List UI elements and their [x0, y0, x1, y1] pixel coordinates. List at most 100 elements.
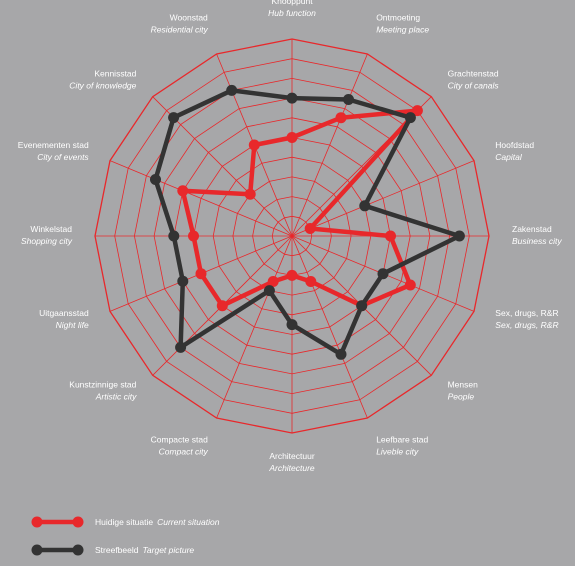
data-point	[263, 285, 275, 297]
data-point	[377, 268, 389, 280]
axis-label: Evenementen stad City of events	[18, 140, 90, 162]
data-point	[404, 112, 416, 124]
radar-web	[94, 38, 490, 434]
axis-label: Woonstad Residential city	[151, 13, 209, 35]
axis-label-main: Sex, drugs, R&R	[495, 308, 558, 318]
data-point	[453, 230, 465, 242]
axis-label-main: Grachtenstad	[448, 68, 499, 78]
axis-label-sub: Night life	[56, 320, 89, 330]
axis-label-main: Evenementen stad	[18, 140, 89, 150]
axis-label: Grachtenstad City of canals	[448, 68, 500, 90]
web-spoke-10	[216, 235, 293, 419]
data-point	[188, 230, 199, 242]
data-point	[248, 139, 260, 151]
axis-label: Mensen People	[448, 380, 479, 402]
data-point	[244, 188, 256, 200]
axis-label-main: Compacte stad	[151, 434, 208, 444]
axis-label-sub: City of canals	[448, 80, 500, 90]
axis-label-sub: Business city	[512, 236, 562, 246]
axis-label: Kunstzinnige stad Artistic city	[69, 380, 137, 402]
axis-label: Sex, drugs, R&R Sex, drugs, R&R	[495, 308, 558, 330]
data-point	[385, 230, 396, 242]
data-point	[356, 300, 368, 312]
axis-label-sub: City of knowledge	[69, 80, 136, 90]
axis-label-sub: Capital	[495, 152, 523, 162]
data-point	[168, 112, 180, 124]
axis-label-main: Ontmoeting	[376, 13, 420, 23]
axis-label-sub: Compact city	[159, 446, 209, 456]
series-layer	[150, 84, 465, 360]
data-point	[286, 319, 298, 331]
legend-label: Streefbeeld	[95, 545, 139, 555]
data-point	[150, 174, 161, 185]
axis-label-sub: Residential city	[151, 25, 209, 35]
data-point	[411, 105, 423, 117]
legend: Huidige situatie Current situation Streefb…	[31, 516, 220, 556]
data-point	[267, 276, 279, 287]
axis-label-sub: Sex, drugs, R&R	[495, 320, 558, 330]
data-point	[195, 268, 207, 280]
axis-label: Kennisstad City of knowledge	[69, 68, 136, 90]
data-point	[286, 132, 298, 143]
series-2	[150, 84, 465, 360]
legend-swatch-dot	[31, 544, 43, 556]
axis-label: Compacte stad Compact city	[151, 434, 209, 456]
legend-item-1: Huidige situatie Current situation	[31, 516, 220, 528]
data-point	[286, 269, 298, 281]
legend-swatch-dot	[72, 516, 84, 528]
data-point	[226, 84, 238, 96]
axis-label-main: Winkelstad	[30, 224, 72, 234]
axis-label: Architectuur Architecture	[268, 451, 315, 473]
data-point	[175, 341, 187, 353]
data-point	[404, 279, 416, 291]
data-point	[305, 276, 317, 287]
legend-item-2: Streefbeeld Target picture	[31, 544, 195, 556]
axis-label-sub: Hub function	[268, 8, 316, 18]
axis-label-sub: Architecture	[268, 463, 315, 473]
axis-label-sub: City of events	[37, 152, 89, 162]
data-point	[335, 112, 347, 124]
data-point	[168, 230, 180, 242]
axis-label-main: Knooppunt	[271, 0, 313, 6]
axis-label-main: Architectuur	[269, 451, 315, 461]
legend-swatch-dot	[31, 516, 43, 528]
axis-label-main: Kennisstad	[94, 68, 136, 78]
axis-label: Winkelstad Shopping city	[21, 224, 73, 246]
data-point	[304, 223, 316, 234]
axis-label-sub: People	[448, 392, 475, 402]
axis-label-main: Leefbare stad	[376, 434, 428, 444]
web-spoke-14	[109, 160, 293, 237]
axis-label-main: Woonstad	[170, 13, 208, 23]
axis-label-main: Kunstzinnige stad	[69, 380, 136, 390]
axis-label-main: Zakenstad	[512, 224, 552, 234]
axis-label: Knooppunt Hub function	[268, 0, 316, 18]
axis-label: Uitgaansstad Night life	[39, 308, 89, 330]
data-point	[343, 94, 354, 105]
axis-label-main: Hoofdstad	[495, 140, 534, 150]
data-point	[177, 185, 189, 197]
axis-label-sub: Liveble city	[376, 446, 419, 456]
axis-label-main: Mensen	[448, 380, 479, 390]
axis-label-main: Uitgaansstad	[39, 308, 89, 318]
axis-label-sub: Artistic city	[95, 392, 137, 402]
web-spoke-8	[291, 235, 368, 419]
web-spoke-4	[291, 160, 475, 237]
legend-swatch-dot	[72, 544, 84, 556]
data-point	[359, 200, 371, 212]
axis-label: Leefbare stad Liveble city	[376, 434, 428, 456]
axis-label: Zakenstad Business city	[512, 224, 562, 246]
legend-label-sub: Target picture	[143, 545, 195, 555]
data-point	[335, 348, 347, 360]
axis-label-sub: Shopping city	[21, 236, 73, 246]
axis-labels: Knooppunt Hub function Ontmoeting Meeting p…	[18, 0, 563, 473]
legend-label-sub: Current situation	[157, 517, 220, 527]
axis-label-sub: Meeting place	[376, 25, 429, 35]
axis-label: Hoofdstad Capital	[495, 140, 534, 162]
axis-label: Ontmoeting Meeting place	[376, 13, 429, 35]
web-spoke-2	[291, 53, 368, 237]
data-point	[286, 92, 298, 104]
data-point	[177, 275, 189, 287]
legend-label: Huidige situatie	[95, 517, 153, 527]
data-point	[216, 300, 228, 312]
